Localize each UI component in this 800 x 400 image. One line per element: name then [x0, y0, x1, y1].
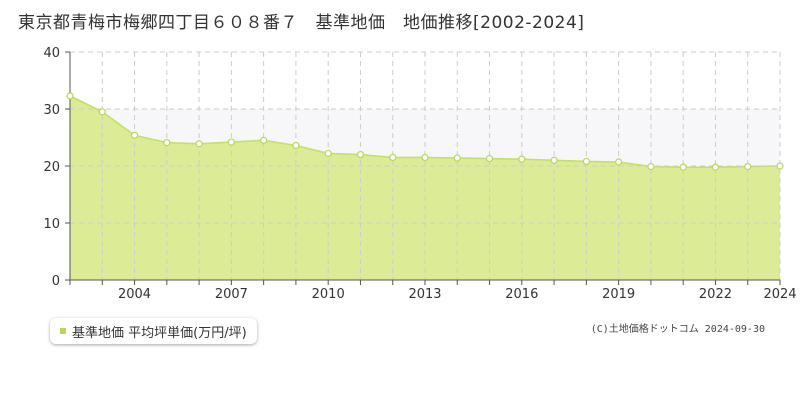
chart-title: 東京都青梅市梅郷四丁目６０８番７ 基準地価 地価推移[2002-2024]: [18, 13, 585, 33]
legend-label: 基準地価 平均坪単価(万円/坪): [72, 325, 247, 341]
data-point: [421, 153, 429, 162]
data-point: [356, 151, 365, 159]
x-tick-label: 2024: [763, 287, 796, 302]
data-point: [163, 139, 171, 147]
data-point: [582, 157, 590, 166]
credit-text: (C)土地価格ドットコム 2024-09-30: [590, 324, 765, 335]
data-point: [744, 162, 752, 171]
axes: [65, 51, 781, 285]
y-tick-label: 0: [52, 274, 60, 289]
data-point: [292, 141, 300, 150]
legend[interactable]: 基準地価 平均坪単価(万円/坪): [50, 318, 257, 344]
x-tick-label: 2004: [118, 287, 151, 302]
data-point: [550, 156, 558, 164]
series-markers: [66, 92, 784, 171]
data-point: [711, 163, 720, 171]
data-point: [615, 158, 623, 166]
data-point: [647, 162, 655, 171]
data-point: [324, 149, 332, 158]
data-point: [195, 140, 203, 148]
x-tick-label: 2016: [505, 287, 538, 302]
y-tick-labels: 0 10 20 30 40: [43, 46, 60, 289]
x-tick-label: 2010: [312, 287, 345, 302]
data-point: [260, 136, 268, 144]
data-point: [679, 163, 687, 171]
data-point: [227, 138, 235, 146]
data-point: [66, 92, 74, 100]
x-tick-label: 2022: [699, 287, 732, 302]
y-tick-label: 40: [43, 46, 60, 61]
y-tick-label: 30: [43, 103, 60, 118]
data-point: [776, 162, 784, 170]
data-point: [130, 131, 139, 139]
grid-overlay: [70, 51, 781, 280]
x-tick-label: 2019: [602, 287, 635, 302]
x-tick-label: 2013: [408, 287, 441, 302]
data-point: [518, 155, 526, 163]
data-point: [389, 153, 397, 162]
data-point: [453, 154, 461, 162]
data-point: [98, 108, 106, 116]
legend-swatch: [60, 328, 66, 334]
data-point: [485, 154, 494, 163]
y-tick-label: 20: [43, 160, 60, 175]
x-tick-label: 2007: [215, 287, 248, 302]
x-tick-labels: 2004 2007 2010 2013 2016 2019 2022 2024: [118, 287, 797, 302]
y-tick-label: 10: [43, 217, 60, 232]
